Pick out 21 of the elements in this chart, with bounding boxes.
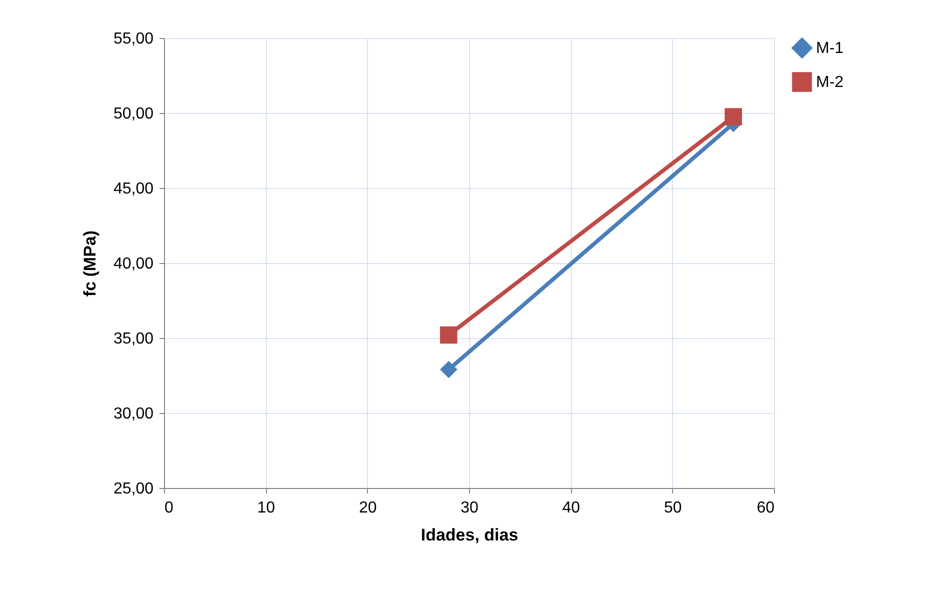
x-tick-label: 10 bbox=[257, 500, 276, 516]
legend-label: M-1 bbox=[816, 40, 844, 57]
y-axis-title: fc (MPa) bbox=[80, 230, 100, 297]
y-tick-label: 45,00 bbox=[113, 180, 154, 198]
y-tick-label: 40,00 bbox=[113, 256, 154, 272]
y-tick-label: 30,00 bbox=[113, 406, 154, 422]
x-tick-label: 50 bbox=[664, 500, 682, 516]
y-tick-label: 25,00 bbox=[113, 480, 154, 498]
x-tick-label: 40 bbox=[562, 500, 580, 516]
point bbox=[724, 108, 742, 126]
y-tick-label: 55,00 bbox=[113, 30, 154, 48]
legend-label: M-2 bbox=[816, 74, 844, 91]
x-tick-label: 30 bbox=[460, 500, 478, 516]
point bbox=[440, 326, 458, 344]
x-tick-label: 60 bbox=[756, 500, 775, 516]
y-tick-label: 35,00 bbox=[113, 330, 154, 348]
point bbox=[440, 360, 458, 378]
y-tick-label: 50,00 bbox=[113, 106, 154, 122]
x-axis-title: Idades, dias bbox=[420, 526, 518, 544]
x-tick-label: 0 bbox=[164, 500, 174, 516]
x-tick-label: 20 bbox=[358, 500, 377, 516]
